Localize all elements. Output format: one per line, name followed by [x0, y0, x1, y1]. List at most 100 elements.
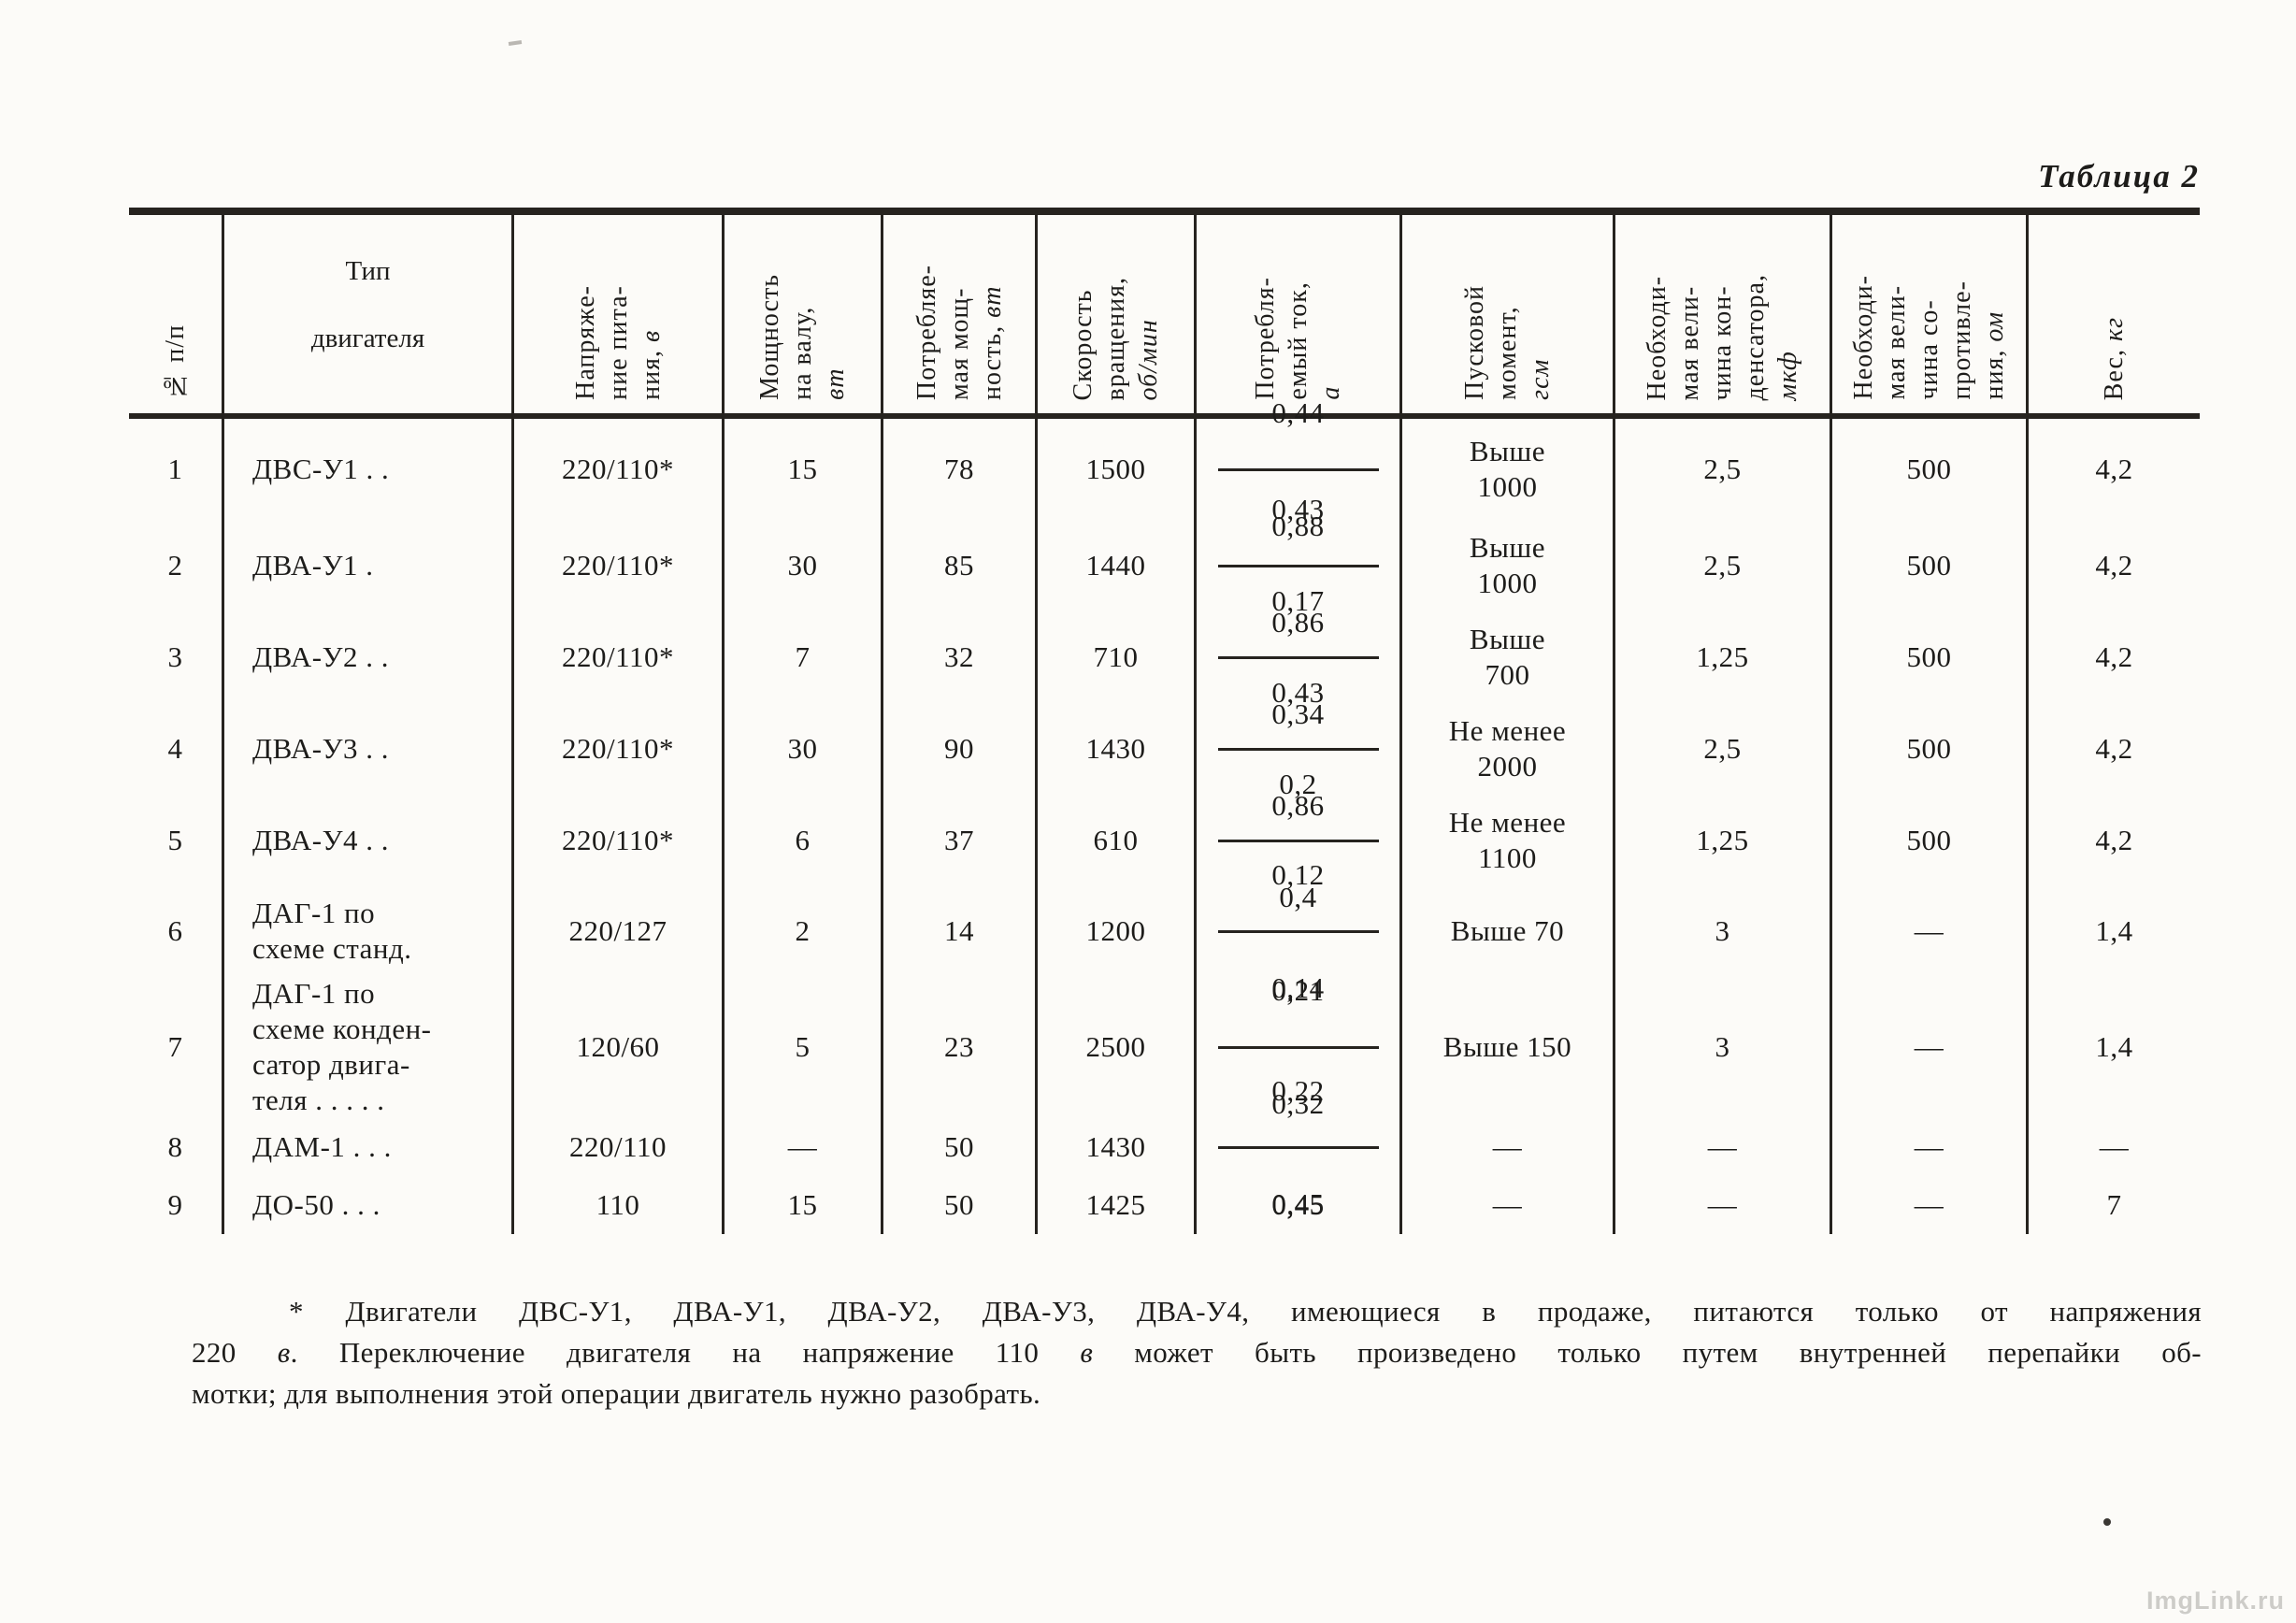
col-header-row-number-label: № п/п: [161, 324, 190, 400]
cell-shaft-power: 5: [725, 976, 883, 1118]
col-header-shaft-power: Мощность на валу, вт: [725, 215, 883, 413]
motor-spec-table: № п/п Тип двигателя Напряже- ние пита- н…: [129, 208, 2200, 1234]
footnote-line-1: * Двигатели ДВС-У1, ДВА-У1, ДВА-У2, ДВА-…: [289, 1295, 2202, 1328]
cell-motor-type: ДАГ-1 по схеме станд.: [224, 886, 514, 976]
cell-resistance-value: 500: [1832, 611, 2029, 703]
cell-supply-voltage: 110: [514, 1176, 725, 1234]
fraction-bar: [1217, 747, 1379, 751]
col-header-weight-label: Вес, кг: [2100, 316, 2129, 400]
table-caption: Таблица 2: [2038, 158, 2200, 194]
cell-consumed-current: 0,22 0,45: [1197, 1074, 1402, 1219]
cell-motor-type: ДАМ-1 . . .: [224, 1118, 514, 1176]
cell-supply-voltage: 220/127: [514, 886, 725, 976]
cell-weight: 1,4: [2095, 914, 2133, 947]
cell-motor-type: ДВА-У3 . .: [224, 703, 514, 795]
col-header-resistance-value-label: Необходи- мая вели- чина со- противле- н…: [1849, 275, 2009, 400]
cell-supply-voltage: 220/110*: [514, 795, 725, 886]
cell-consumed-power: 14: [883, 886, 1038, 976]
table-header-row: № п/п Тип двигателя Напряже- ние пита- н…: [129, 215, 2200, 419]
fraction-bar: [1217, 929, 1379, 933]
fraction-bar: [1217, 467, 1379, 471]
cell-row-number: 7: [129, 976, 224, 1118]
col-header-consumed-power: Потребляе- мая мощ- ность, вт: [883, 215, 1038, 413]
cell-consumed-current: 0,21 0,32: [1197, 974, 1402, 1119]
cell-capacitor-value: 1,25: [1615, 795, 1832, 886]
current-fraction: 0,43 0,86: [1217, 458, 1379, 674]
scan-speck: [508, 40, 523, 46]
col-header-capacitor-value: Необходи- мая вели- чина кон- денсатора,…: [1615, 215, 1832, 413]
cell-rotation-speed: 1500: [1038, 419, 1197, 520]
cell-shaft-power: 7: [725, 611, 883, 703]
cell-starting-torque: Не менее 1100: [1402, 795, 1615, 886]
cell-capacitor-value: 3: [1615, 976, 1832, 1118]
cell-shaft-power: 30: [725, 703, 883, 795]
cell-resistance-value: —: [1832, 1118, 2029, 1176]
cell-starting-torque: Не менее 2000: [1402, 703, 1615, 795]
col-header-starting-torque: Пусковой момент, гсм: [1402, 215, 1615, 413]
cell-starting-torque: —: [1402, 1118, 1615, 1176]
cell-supply-voltage: 120/60: [514, 976, 725, 1118]
cell-capacitor-value: 2,5: [1615, 419, 1832, 520]
footnote-line-2: 220 в. Переключение двигателя на напряже…: [192, 1336, 2202, 1369]
cell-resistance-value: 500: [1832, 520, 2029, 611]
cell-starting-torque: Выше 150: [1402, 976, 1615, 1118]
cell-capacitor-value: 3: [1615, 886, 1832, 976]
cell-motor-type: ДАГ-1 по схеме конден- сатор двига- теля…: [224, 976, 514, 1118]
cell-consumed-current: 0,43 0,86: [1197, 676, 1402, 821]
cell-supply-voltage: 220/110: [514, 1118, 725, 1176]
cell-supply-voltage: 220/110*: [514, 419, 725, 520]
current-fraction: 0,12 0,14: [1217, 824, 1379, 1040]
col-header-rotation-speed: Скорость вращения, об/мин: [1038, 215, 1197, 413]
cell-consumed-current: 0,45: [1197, 1176, 1402, 1234]
col-header-motor-type: Тип двигателя: [224, 215, 514, 413]
col-header-consumed-power-label: Потребляе- мая мощ- ность, вт: [911, 264, 1007, 400]
col-header-capacitor-value-label: Необходи- мая вели- чина кон- денсатора,…: [1643, 273, 1802, 400]
cell-shaft-power: —: [725, 1118, 883, 1176]
cell-consumed-power: 37: [883, 795, 1038, 886]
cell-resistance-value: 500: [1832, 795, 2029, 886]
cell-shaft-power: 30: [725, 520, 883, 611]
cell-rotation-speed: 1430: [1038, 703, 1197, 795]
cell-weight: —: [2099, 1130, 2130, 1163]
cell-supply-voltage: 220/110*: [514, 703, 725, 795]
cell-rotation-speed: 1440: [1038, 520, 1197, 611]
current-fraction: 0,17 0,34: [1217, 550, 1379, 766]
footnote-line-3: мотки; для выполнения этой операции двиг…: [192, 1377, 1041, 1410]
cell-rotation-speed: 2500: [1038, 976, 1197, 1118]
col-header-row-number: № п/п: [129, 215, 224, 413]
col-header-rotation-speed-label: Скорость вращения, об/мин: [1069, 276, 1163, 400]
cell-consumed-power: 78: [883, 419, 1038, 520]
cell-row-number: 3: [129, 611, 224, 703]
cell-consumed-power: 85: [883, 520, 1038, 611]
fraction-bar: [1217, 1145, 1379, 1149]
table-body: 1 ДВС-У1 . . 220/110* 15 78 1500 0,44 0,…: [129, 396, 2200, 1234]
cell-weight: 4,2: [2095, 640, 2133, 673]
cell-shaft-power: 2: [725, 886, 883, 976]
current-fraction: 0,22 0,45: [1217, 1040, 1379, 1256]
cell-motor-type: ДВА-У4 . .: [224, 795, 514, 886]
cell-consumed-current: 0,44 0,88: [1197, 396, 1402, 541]
fraction-bar: [1217, 839, 1379, 842]
cell-weight: 1,4: [2095, 1030, 2133, 1063]
cell-consumed-power: 90: [883, 703, 1038, 795]
col-header-supply-voltage-label: Напряже- ние пита- ния, в: [570, 285, 666, 400]
cell-capacitor-value: 2,5: [1615, 703, 1832, 795]
current-fraction: 0,44 0,88: [1217, 362, 1379, 578]
cell-row-number: 4: [129, 703, 224, 795]
cell-resistance-value: —: [1832, 886, 2029, 976]
col-header-starting-torque-label: Пусковой момент, гсм: [1460, 285, 1555, 400]
cell-starting-torque: Выше 70: [1402, 886, 1615, 976]
fraction-bar: [1217, 655, 1379, 659]
cell-rotation-speed: 710: [1038, 611, 1197, 703]
cell-consumed-power: 50: [883, 1118, 1038, 1176]
cell-capacitor-value: 2,5: [1615, 520, 1832, 611]
cell-resistance-value: 500: [1832, 703, 2029, 795]
current-fraction: 0,2 0,4: [1217, 733, 1379, 949]
cell-rotation-speed: 610: [1038, 795, 1197, 886]
cell-motor-type: ДО-50 . . .: [224, 1176, 514, 1234]
cell-consumed-power: 50: [883, 1176, 1038, 1234]
cell-supply-voltage: 220/110*: [514, 611, 725, 703]
cell-row-number: 5: [129, 795, 224, 886]
cell-starting-torque: Выше 1000: [1402, 520, 1615, 611]
